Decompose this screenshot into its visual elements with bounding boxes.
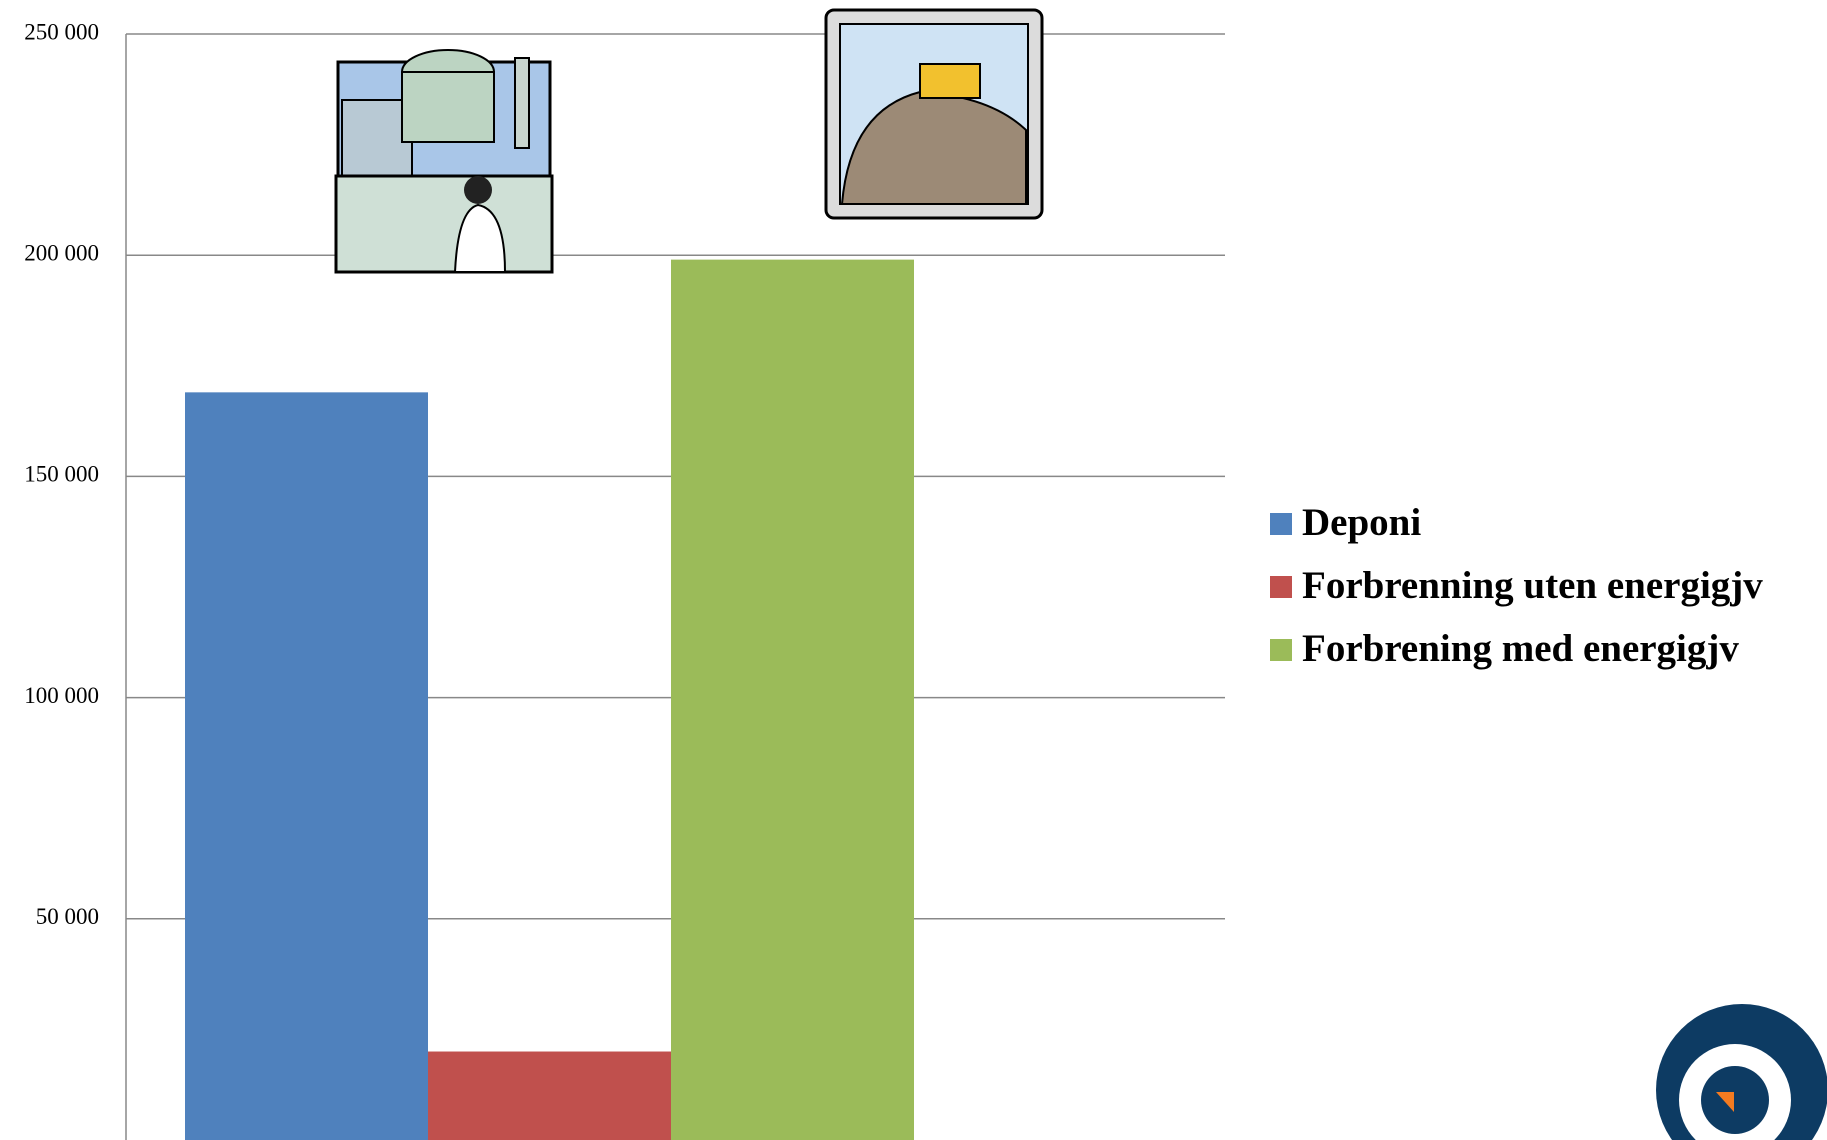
legend-swatch — [1270, 576, 1292, 598]
legend-label: Deponi — [1302, 501, 1421, 544]
y-tick-label: 200 000 — [24, 240, 99, 265]
clipart-power-plant — [334, 49, 554, 274]
clipart-landfill — [824, 8, 1044, 220]
bar — [185, 392, 428, 1140]
bar — [671, 259, 914, 1140]
plot: 50 000 100 000 150 000 200 000 250 000 Deponi… — [24, 19, 1763, 1140]
y-tick-label: 100 000 — [24, 683, 99, 708]
bar — [428, 1051, 671, 1140]
y-tick-label: 50 000 — [36, 904, 99, 929]
legend-swatch — [1270, 513, 1292, 535]
legend-swatch — [1270, 639, 1292, 661]
logo — [1656, 1004, 1827, 1140]
legend-label: Forbrening med energigjv — [1302, 627, 1739, 670]
y-tick-label: 150 000 — [24, 462, 99, 487]
legend-label: Forbrenning uten energigjv — [1302, 564, 1763, 607]
y-tick-label: 250 000 — [24, 19, 99, 44]
